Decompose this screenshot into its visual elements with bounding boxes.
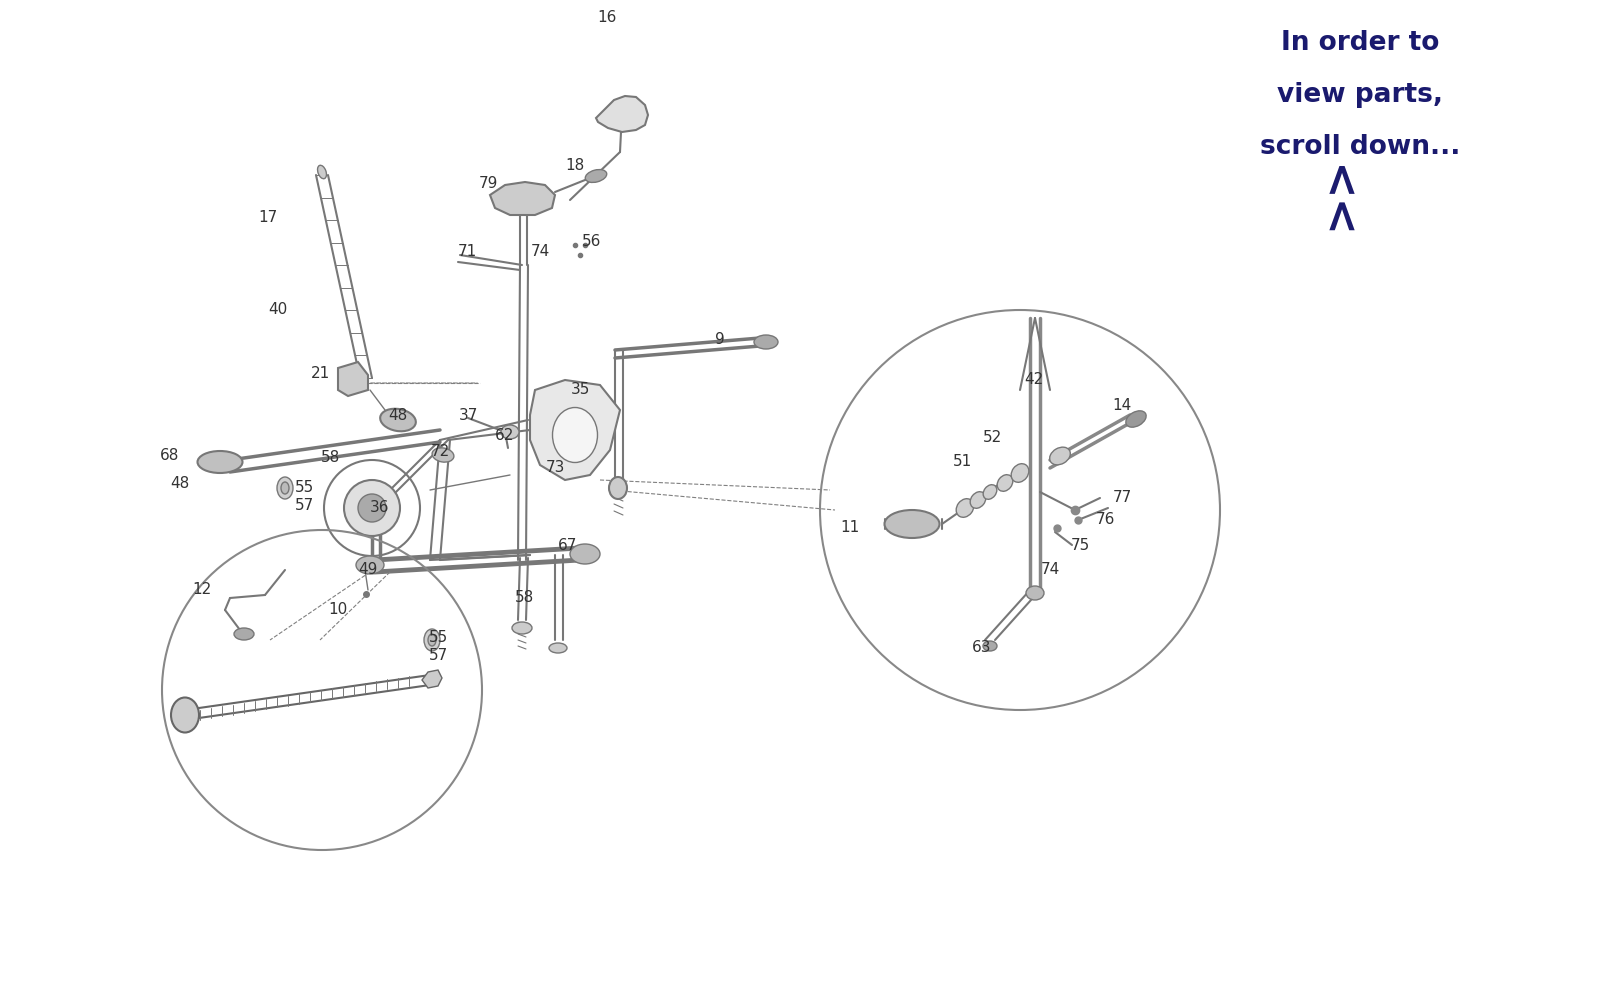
Ellipse shape <box>1126 411 1146 427</box>
Ellipse shape <box>549 643 566 653</box>
Text: 55: 55 <box>296 481 315 495</box>
Ellipse shape <box>432 448 454 462</box>
Text: 55: 55 <box>429 631 448 646</box>
Circle shape <box>344 480 400 536</box>
Ellipse shape <box>1050 447 1070 465</box>
Polygon shape <box>422 670 442 688</box>
Polygon shape <box>338 362 368 396</box>
Ellipse shape <box>429 634 435 646</box>
Polygon shape <box>490 182 555 215</box>
Ellipse shape <box>197 451 243 473</box>
Ellipse shape <box>754 335 778 349</box>
Polygon shape <box>595 96 648 132</box>
Text: 37: 37 <box>458 408 478 422</box>
Ellipse shape <box>970 492 986 508</box>
Text: 16: 16 <box>597 10 616 25</box>
Ellipse shape <box>1011 464 1029 482</box>
Text: 12: 12 <box>192 582 211 597</box>
Ellipse shape <box>317 165 326 179</box>
Text: 57: 57 <box>296 497 315 512</box>
Text: 74: 74 <box>1040 562 1059 578</box>
Ellipse shape <box>1026 586 1043 600</box>
Text: 51: 51 <box>952 454 971 470</box>
Ellipse shape <box>355 556 384 574</box>
Text: In order to: In order to <box>1282 30 1438 56</box>
Ellipse shape <box>234 628 254 640</box>
Text: 42: 42 <box>1024 372 1043 387</box>
Polygon shape <box>530 380 621 480</box>
Text: 11: 11 <box>840 520 859 536</box>
Text: 72: 72 <box>430 444 450 460</box>
Circle shape <box>358 494 386 522</box>
Text: 18: 18 <box>565 157 584 172</box>
Ellipse shape <box>381 409 416 431</box>
Ellipse shape <box>982 485 997 499</box>
Text: 63: 63 <box>973 641 992 656</box>
Text: 40: 40 <box>269 302 288 318</box>
Ellipse shape <box>610 477 627 499</box>
Text: 68: 68 <box>160 448 179 462</box>
Text: scroll down...: scroll down... <box>1259 134 1461 160</box>
Ellipse shape <box>277 477 293 499</box>
Text: 21: 21 <box>310 365 330 380</box>
Text: 35: 35 <box>570 382 590 397</box>
Text: 52: 52 <box>982 430 1002 444</box>
Ellipse shape <box>570 544 600 564</box>
Text: 71: 71 <box>458 244 477 259</box>
Ellipse shape <box>171 698 198 732</box>
Text: 14: 14 <box>1112 397 1131 412</box>
Ellipse shape <box>586 170 606 182</box>
Text: 73: 73 <box>546 460 565 476</box>
Text: >>: >> <box>1318 155 1362 230</box>
Ellipse shape <box>512 622 531 634</box>
Text: 75: 75 <box>1070 538 1090 552</box>
Ellipse shape <box>501 425 518 439</box>
Text: view parts,: view parts, <box>1277 82 1443 108</box>
Text: 36: 36 <box>370 500 390 516</box>
Ellipse shape <box>552 408 597 462</box>
Text: 48: 48 <box>389 408 408 422</box>
Ellipse shape <box>424 629 440 651</box>
Text: 17: 17 <box>258 211 278 226</box>
Ellipse shape <box>282 482 290 494</box>
Text: 49: 49 <box>358 562 378 578</box>
Text: 10: 10 <box>328 602 347 617</box>
Ellipse shape <box>982 641 997 651</box>
Text: 48: 48 <box>170 476 190 490</box>
Text: 57: 57 <box>429 648 448 662</box>
Text: 58: 58 <box>515 590 534 605</box>
Text: 76: 76 <box>1096 512 1115 528</box>
Text: 62: 62 <box>496 428 515 442</box>
Text: 74: 74 <box>530 244 550 259</box>
Text: 77: 77 <box>1112 490 1131 506</box>
Text: 79: 79 <box>478 176 498 190</box>
Text: 9: 9 <box>715 332 725 348</box>
Text: 56: 56 <box>582 234 602 249</box>
Ellipse shape <box>997 475 1013 491</box>
Text: 67: 67 <box>558 538 578 552</box>
Ellipse shape <box>885 510 939 538</box>
Ellipse shape <box>957 499 974 517</box>
Text: 58: 58 <box>320 450 339 466</box>
